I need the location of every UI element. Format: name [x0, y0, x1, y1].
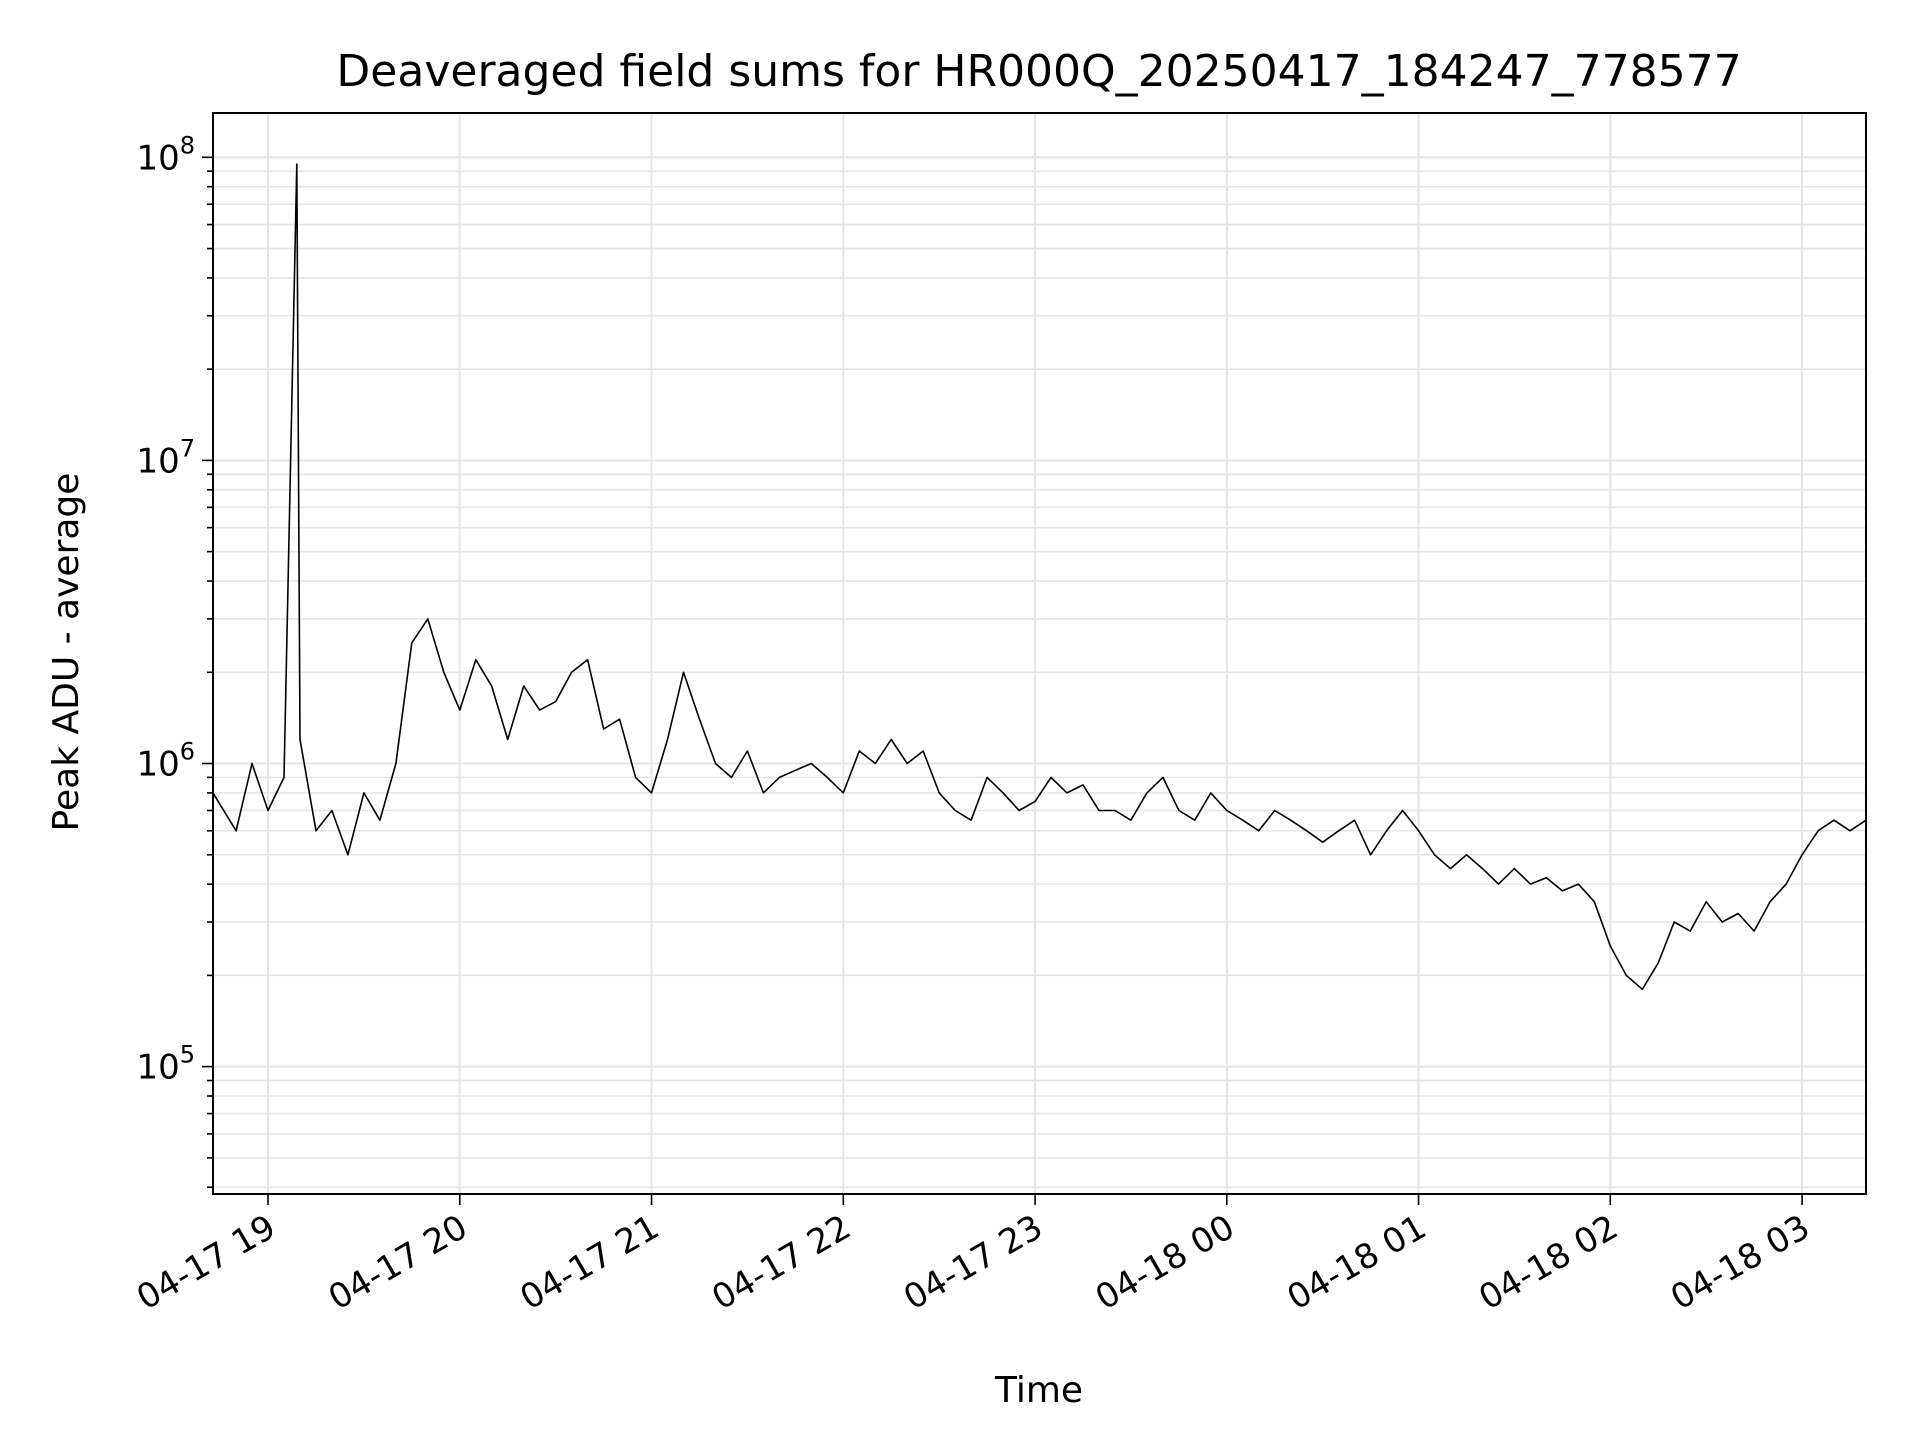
x-axis-label: Time — [994, 1370, 1083, 1411]
plot-frame — [212, 112, 1867, 1195]
y-tick-label: 106 — [136, 738, 195, 785]
series-layer — [212, 163, 1867, 991]
y-tick-label: 108 — [136, 131, 195, 178]
series-line — [212, 163, 1867, 991]
chart-title: Deaveraged field sums for HR000Q_2025041… — [336, 46, 1741, 97]
y-tick-label: 107 — [136, 434, 195, 481]
grid-layer — [213, 113, 1866, 1194]
y-tick-label: 105 — [136, 1041, 195, 1088]
y-axis-label: Peak ADU - average — [46, 473, 87, 832]
